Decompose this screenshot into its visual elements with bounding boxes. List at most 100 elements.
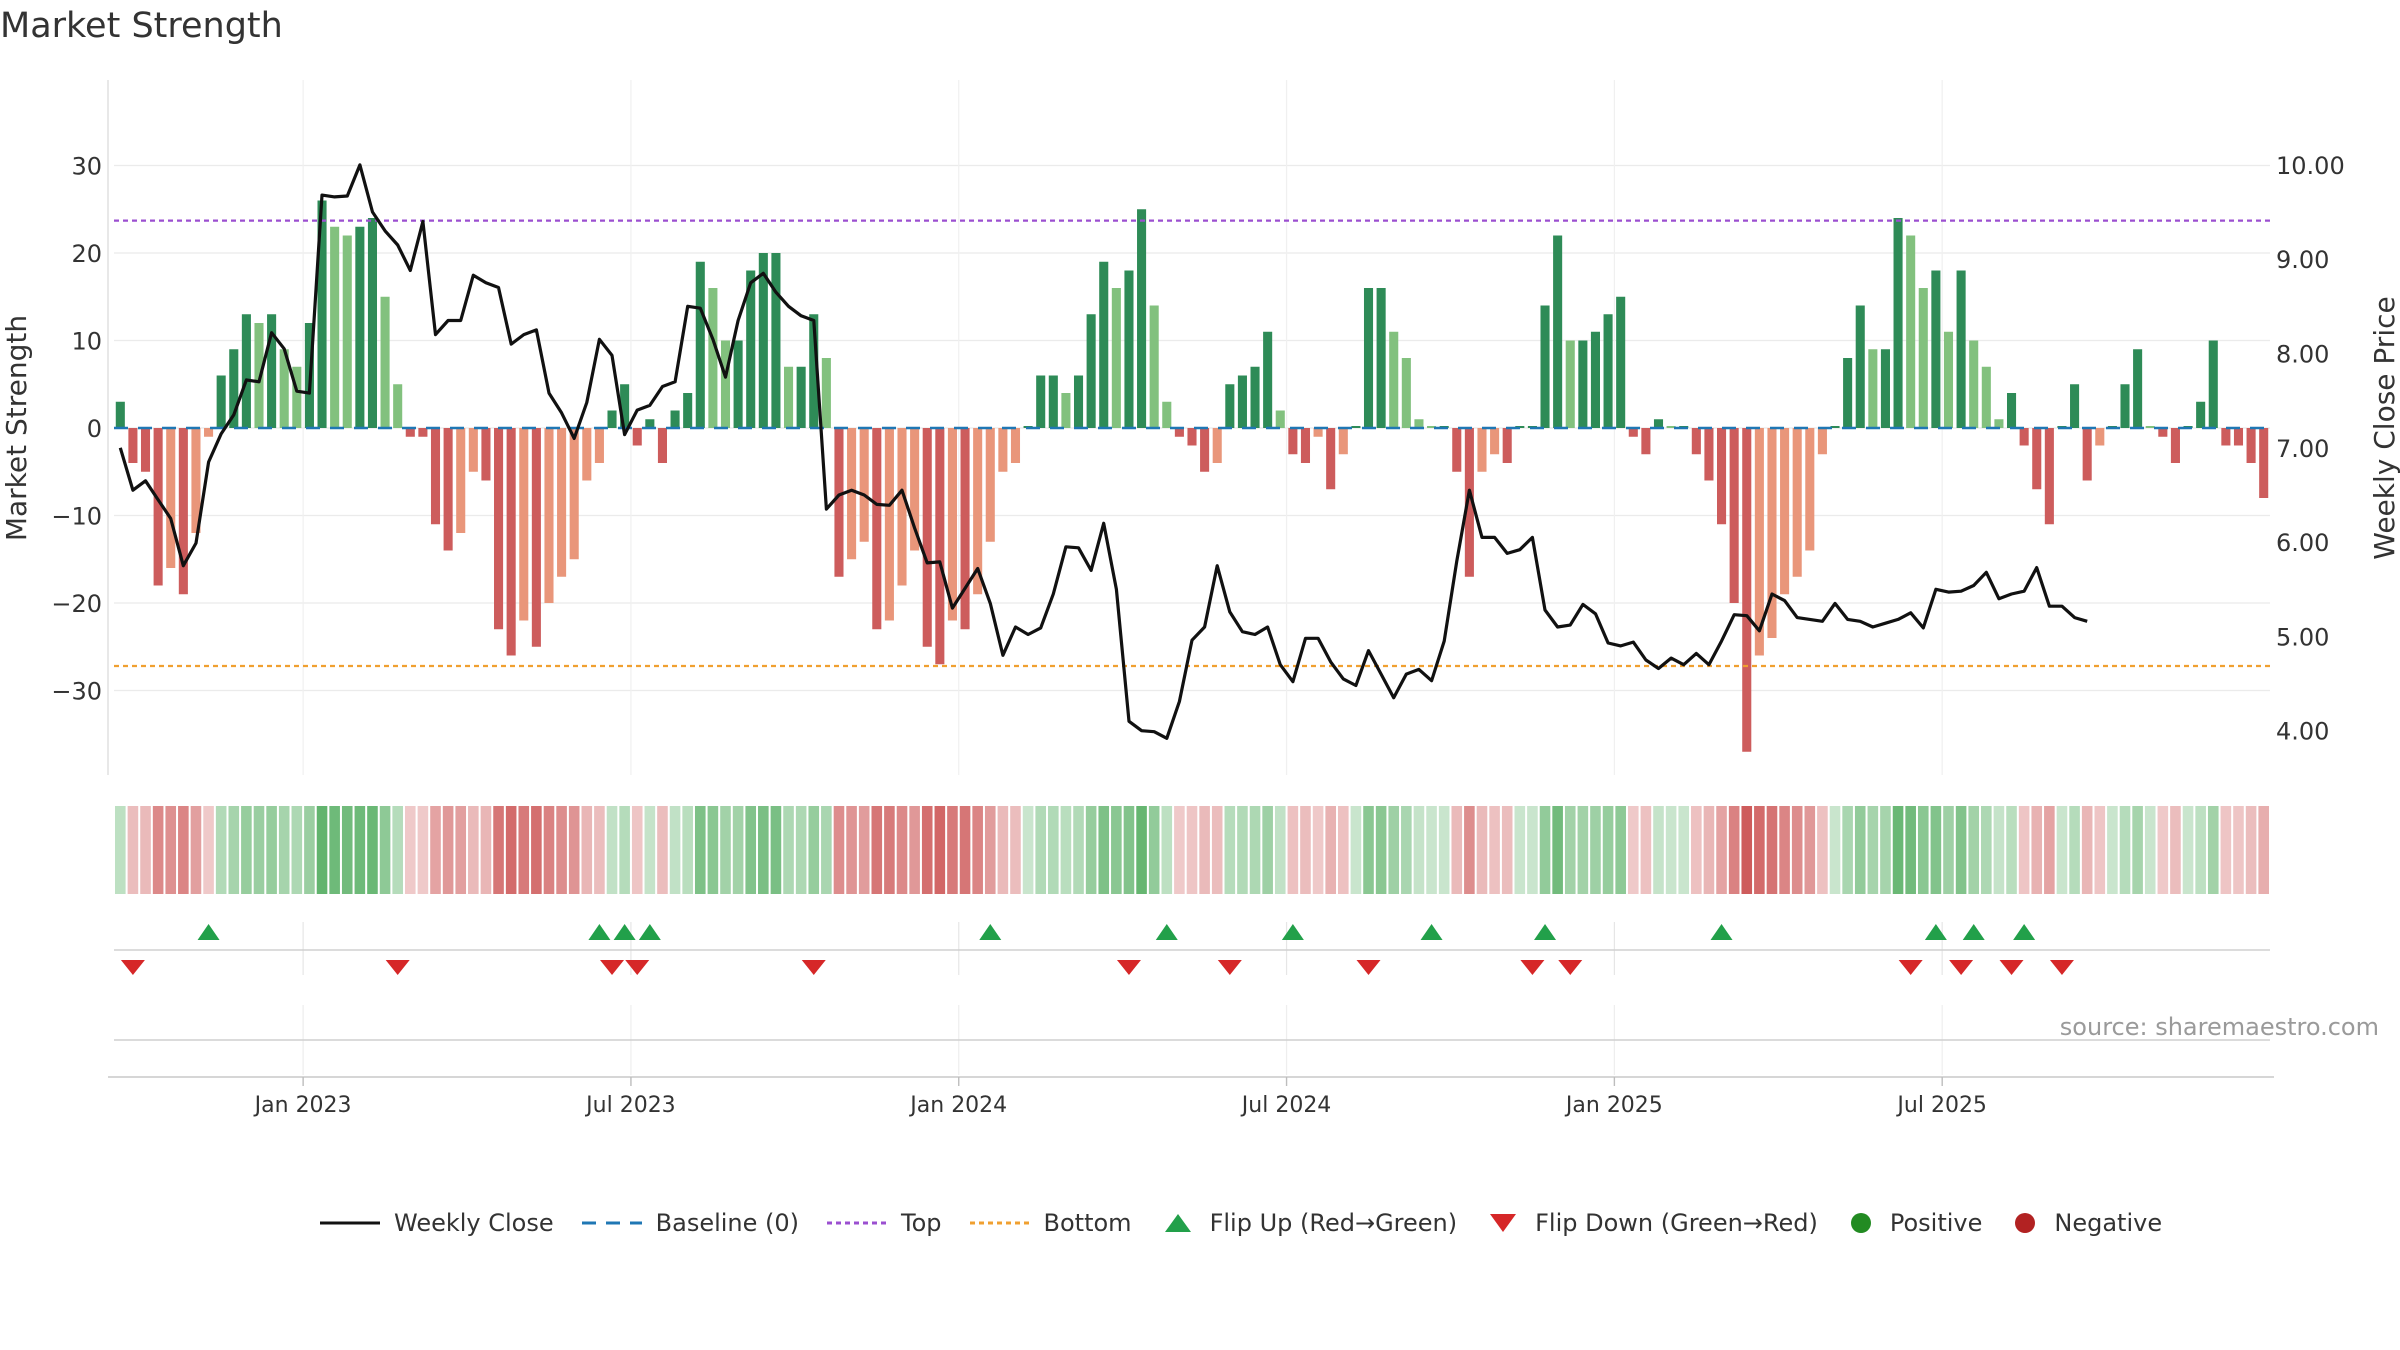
legend-item-top[interactable]: Top bbox=[827, 1209, 942, 1237]
flip-down-marker bbox=[1949, 960, 1974, 975]
strip-cell bbox=[253, 806, 265, 894]
legend-item-flip-up[interactable]: Flip Up (Red→Green) bbox=[1160, 1209, 1457, 1237]
strength-bar bbox=[1225, 384, 1235, 428]
strength-bar bbox=[645, 419, 655, 428]
strip-cell bbox=[1854, 806, 1866, 894]
strength-bar bbox=[1073, 375, 1084, 428]
strip-cell bbox=[758, 806, 769, 894]
strength-bar bbox=[468, 428, 478, 472]
strip-cell bbox=[871, 806, 883, 894]
legend-item-baseline[interactable]: Baseline (0) bbox=[581, 1209, 799, 1237]
strength-bars bbox=[115, 200, 2269, 752]
legend-item-negative[interactable]: Negative bbox=[2010, 1209, 2162, 1237]
strip-cell bbox=[203, 806, 214, 894]
legend-item-bottom[interactable]: Bottom bbox=[969, 1209, 1132, 1237]
strip-cell bbox=[1489, 806, 1500, 894]
strength-bar bbox=[771, 253, 781, 428]
strip-cell bbox=[1136, 806, 1147, 894]
strength-bar bbox=[2082, 428, 2092, 481]
legend-label: Flip Down (Green→Red) bbox=[1535, 1209, 1818, 1237]
strip-cell bbox=[531, 806, 542, 894]
strength-bar bbox=[859, 428, 869, 542]
strip-cell bbox=[2195, 806, 2206, 894]
legend-bottom-swatch bbox=[969, 1221, 1030, 1225]
strength-bar bbox=[1414, 419, 1424, 428]
strength-bar bbox=[569, 428, 579, 560]
strength-bar bbox=[998, 428, 1008, 472]
strength-bar bbox=[1137, 209, 1147, 428]
strength-bar bbox=[1843, 358, 1853, 428]
strength-bar bbox=[1237, 375, 1247, 428]
strength-bar bbox=[1250, 366, 1260, 428]
strip-cell bbox=[392, 806, 403, 894]
strip-cell bbox=[1237, 806, 1248, 894]
strip-cell bbox=[2220, 806, 2232, 894]
strip-cell bbox=[909, 806, 920, 894]
flip-up-marker bbox=[1962, 924, 1985, 940]
strength-bar bbox=[292, 366, 302, 428]
strip-cell bbox=[1981, 806, 1992, 894]
legend-item-flip-down[interactable]: Flip Down (Green→Red) bbox=[1485, 1209, 1818, 1237]
strength-bar bbox=[1149, 305, 1159, 428]
strength-bar bbox=[2196, 401, 2206, 428]
strip-cell bbox=[1098, 806, 1110, 894]
strength-bar bbox=[544, 428, 554, 603]
legend-baseline-swatch bbox=[581, 1221, 642, 1225]
strength-bar bbox=[1263, 331, 1273, 428]
strength-bar bbox=[456, 428, 466, 533]
strip-cell bbox=[921, 806, 933, 894]
y-tick-label: 30 bbox=[71, 153, 102, 181]
strength-bar bbox=[128, 428, 138, 463]
strength-bar bbox=[985, 428, 995, 542]
strength-bar bbox=[670, 410, 680, 428]
strip-cell bbox=[1930, 806, 1942, 894]
strip-cell bbox=[934, 806, 946, 894]
strip-cell bbox=[1703, 806, 1715, 894]
strip-cell bbox=[884, 806, 895, 894]
strip-cell bbox=[341, 806, 353, 894]
strength-bar bbox=[683, 393, 693, 428]
strength-bar bbox=[2233, 428, 2244, 446]
strip-cell bbox=[657, 806, 668, 894]
strip-cell bbox=[367, 806, 378, 894]
strip-cell bbox=[291, 806, 303, 894]
strength-bar bbox=[1918, 288, 1928, 428]
flip-down-marker bbox=[1356, 960, 1381, 975]
strip-cell bbox=[1501, 806, 1513, 894]
strip-cell bbox=[2182, 806, 2194, 894]
strip-cell bbox=[1867, 806, 1879, 894]
strength-bar bbox=[1616, 296, 1626, 428]
strip-cell bbox=[2170, 806, 2181, 894]
positive-dot-icon bbox=[1850, 1213, 1871, 1233]
strength-bar bbox=[1200, 428, 1210, 472]
strip-cell bbox=[1892, 806, 1904, 894]
y-tick-label: −20 bbox=[51, 590, 102, 618]
strip-cell bbox=[1817, 806, 1828, 894]
legend-item-close[interactable]: Weekly Close bbox=[320, 1209, 554, 1237]
strength-bar bbox=[443, 428, 453, 551]
strip-cell bbox=[581, 806, 593, 894]
legend-item-positive[interactable]: Positive bbox=[1846, 1209, 1982, 1237]
strength-bar bbox=[1830, 426, 1840, 428]
strip-cell bbox=[1401, 806, 1412, 894]
x-tick-label: Jan 2023 bbox=[253, 1093, 352, 1118]
legend: Weekly Close Baseline (0) Top Bottom Fli… bbox=[320, 1208, 2190, 1238]
y2-axis-title: Weekly Close Price bbox=[2368, 296, 2400, 559]
strip-cell bbox=[959, 806, 971, 894]
strength-bar bbox=[405, 428, 415, 437]
strength-bar bbox=[1275, 410, 1285, 428]
strength-bar bbox=[960, 428, 970, 630]
strip-cell bbox=[127, 806, 139, 894]
strip-cell bbox=[1968, 806, 1980, 894]
strip-cell bbox=[480, 806, 492, 894]
strength-bar bbox=[897, 428, 907, 586]
strength-bar bbox=[1943, 331, 1954, 428]
strength-bar bbox=[2095, 428, 2105, 446]
strength-bar bbox=[1603, 314, 1613, 428]
flip-down-marker bbox=[1999, 960, 2024, 975]
strip-cell bbox=[1804, 806, 1816, 894]
flip-down-marker bbox=[1116, 960, 1141, 975]
strip-cell bbox=[2018, 806, 2030, 894]
strip-cell bbox=[1123, 806, 1135, 894]
